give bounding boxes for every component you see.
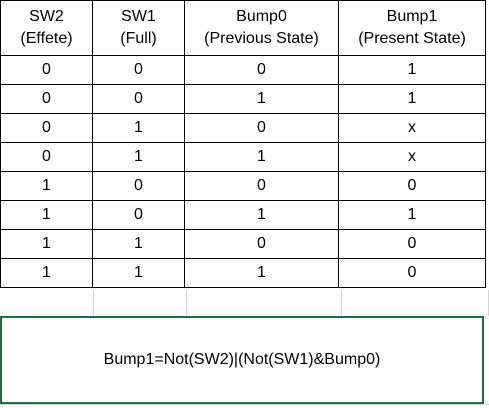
truth-table: SW2 (Effete) SW1 (Full) Bump0 (Previous … [0,0,486,288]
table-cell[interactable]: 0 [184,113,339,143]
header-row: SW2 (Effete) SW1 (Full) Bump0 (Previous … [0,0,486,56]
header-cell-sw2[interactable]: SW2 (Effete) [0,0,93,56]
gridline [0,404,489,405]
table-row: 1 0 0 0 [0,171,486,201]
header-cell-bump0[interactable]: Bump0 (Previous State) [184,0,339,56]
table-cell[interactable]: 1 [92,142,185,172]
table-cell[interactable]: x [338,142,486,172]
table-cell[interactable]: 1 [0,171,93,201]
gridline [341,290,342,316]
table-cell[interactable]: 1 [0,258,93,288]
header-sublabel: (Effete) [20,30,73,47]
table-cell[interactable]: 1 [0,200,93,230]
table-row: 0 1 0 x [0,113,486,143]
table-cell[interactable]: 1 [0,229,93,259]
header-label: Bump0 [236,8,287,25]
table-cell[interactable]: 0 [184,171,339,201]
table-cell[interactable]: 0 [184,229,339,259]
header-label: SW1 [121,8,156,25]
table-row: 0 1 1 x [0,142,486,172]
table-cell[interactable]: 1 [92,229,185,259]
table-row: 1 0 1 1 [0,200,486,230]
table-cell[interactable]: 1 [184,200,339,230]
table-cell[interactable]: 0 [92,55,185,85]
table-cell[interactable]: 1 [338,200,486,230]
table-cell[interactable]: 1 [184,258,339,288]
formula-text: Bump1=Not(SW2)|(Not(SW1)&Bump0) [103,351,381,368]
header-label: SW2 [29,8,64,25]
table-cell[interactable]: 1 [184,84,339,114]
table-cell[interactable]: 0 [0,142,93,172]
table-cell[interactable]: 0 [0,113,93,143]
table-cell[interactable]: 0 [338,171,486,201]
table-cell[interactable]: 1 [184,142,339,172]
table-cell[interactable]: 0 [92,171,185,201]
table-cell[interactable]: 1 [92,258,185,288]
table-cell[interactable]: 0 [0,84,93,114]
table-cell[interactable]: 0 [92,200,185,230]
header-sublabel: (Full) [120,30,157,47]
header-cell-bump1[interactable]: Bump1 (Present State) [338,0,486,56]
header-sublabel: (Previous State) [204,30,319,47]
table-cell[interactable]: 0 [338,229,486,259]
header-label: Bump1 [386,8,438,25]
table-cell[interactable]: x [338,113,486,143]
formula-cell[interactable]: Bump1=Not(SW2)|(Not(SW1)&Bump0) [0,316,484,404]
table-cell[interactable]: 0 [92,84,185,114]
header-cell-sw1[interactable]: SW1 (Full) [92,0,185,56]
table-cell[interactable]: 1 [338,84,486,114]
table-cell[interactable]: 0 [184,55,339,85]
table-cell[interactable]: 0 [0,55,93,85]
header-sublabel: (Present State) [358,30,466,47]
table-row: 1 1 1 0 [0,258,486,288]
gridline [93,290,94,316]
table-row: 1 1 0 0 [0,229,486,259]
table-cell[interactable]: 1 [338,55,486,85]
table-cell[interactable]: 1 [92,113,185,143]
empty-grid-row[interactable] [0,290,489,316]
table-cell[interactable]: 0 [338,258,486,288]
gridline [186,290,187,316]
table-row: 0 0 0 1 [0,55,486,85]
table-row: 0 0 1 1 [0,84,486,114]
